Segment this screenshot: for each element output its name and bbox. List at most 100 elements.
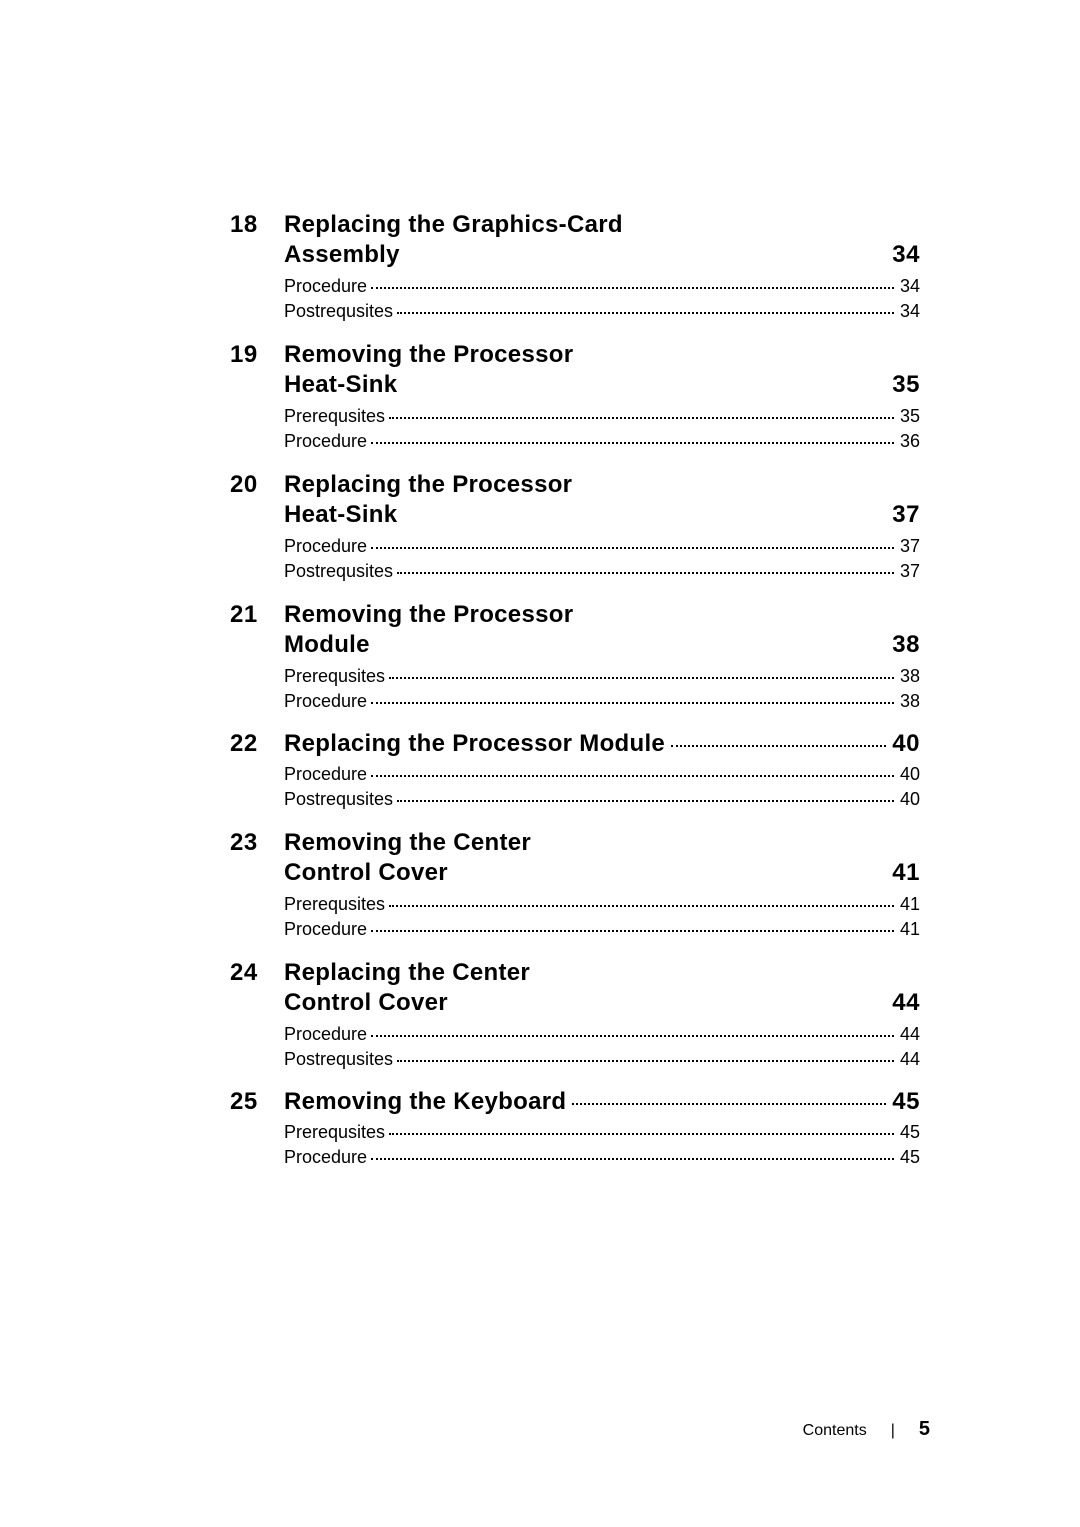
section-title-row: Replacing the Processor Module 40 [284, 730, 920, 758]
leader-dots [671, 745, 886, 747]
subentry-label: Prerequsites [284, 1122, 385, 1143]
subentry-label: Postrequsites [284, 301, 393, 322]
section-title-line: Removing the Processor [284, 340, 920, 370]
section-page: 40 [892, 730, 920, 758]
section-title-row: Heat-Sink 35 [284, 370, 920, 400]
section-number: 20 [230, 471, 284, 499]
subentry-page: 41 [900, 894, 920, 915]
footer-separator: | [891, 1422, 895, 1440]
toc-section: 19Removing the ProcessorHeat-Sink35 [230, 340, 920, 400]
subentry-label: Prerequsites [284, 666, 385, 687]
leader-dots [371, 442, 894, 444]
toc-section: 20Replacing the ProcessorHeat-Sink37 [230, 470, 920, 530]
subentry-label: Prerequsites [284, 406, 385, 427]
subentry-label: Procedure [284, 276, 367, 297]
toc-subentry: Prerequsites 38 [284, 666, 920, 687]
leader-dots [389, 1133, 894, 1135]
leader-dots [397, 1060, 894, 1062]
page-footer: Contents | 5 [803, 1418, 930, 1441]
section-body: Replacing the CenterControl Cover44 [284, 958, 920, 1018]
section-page: 34 [892, 241, 920, 269]
section-body: Replacing the ProcessorHeat-Sink37 [284, 470, 920, 530]
subentry-page: 44 [900, 1049, 920, 1070]
subentry-label: Procedure [284, 919, 367, 940]
toc-subentry: Procedure40 [284, 764, 920, 785]
subentry-page: 38 [900, 666, 920, 687]
section-title-row: Removing the Keyboard45 [284, 1088, 920, 1116]
toc-subentry: Procedure 45 [284, 1147, 920, 1168]
toc-subentry: Procedure36 [284, 431, 920, 452]
section-title-row: Control Cover44 [284, 988, 920, 1018]
toc-subentry: Prerequsites45 [284, 1122, 920, 1143]
section-body: Replacing the Processor Module 40 [284, 730, 920, 758]
section-title: Removing the Keyboard [284, 1088, 566, 1116]
leader-dots [371, 1035, 894, 1037]
subentry-page: 34 [900, 301, 920, 322]
section-title: Module [284, 630, 370, 660]
toc-subentry: Procedure 37 [284, 536, 920, 557]
section-title-row: Assembly 34 [284, 240, 920, 270]
subentry-label: Procedure [284, 1024, 367, 1045]
subentry-page: 37 [900, 536, 920, 557]
section-body: Removing the ProcessorHeat-Sink 35 [284, 340, 920, 400]
section-page: 38 [892, 631, 920, 659]
leader-dots [371, 702, 894, 704]
subentry-label: Prerequsites [284, 894, 385, 915]
subentry-label: Postrequsites [284, 1049, 393, 1070]
section-body: Removing the ProcessorModule38 [284, 600, 920, 660]
subentry-page: 36 [900, 431, 920, 452]
section-title: Control Cover [284, 858, 448, 888]
toc-section: 23Removing the CenterControl Cover 41 [230, 828, 920, 888]
toc-section: 25Removing the Keyboard45 [230, 1088, 920, 1116]
section-title-row: Heat-Sink37 [284, 500, 920, 530]
leader-dots [397, 572, 894, 574]
leader-dots [371, 930, 894, 932]
section-title-row: Control Cover 41 [284, 858, 920, 888]
toc-subentry: Prerequsites 41 [284, 894, 920, 915]
section-body: Removing the CenterControl Cover 41 [284, 828, 920, 888]
section-page: 41 [892, 859, 920, 887]
section-page: 35 [892, 371, 920, 399]
section-number: 22 [230, 730, 284, 758]
leader-dots [371, 775, 894, 777]
subentry-page: 37 [900, 561, 920, 582]
section-title-line: Removing the Center [284, 828, 920, 858]
section-title: Control Cover [284, 988, 448, 1018]
leader-dots [389, 417, 894, 419]
toc-subentry: Procedure34 [284, 276, 920, 297]
section-number: 21 [230, 601, 284, 629]
subentry-label: Procedure [284, 536, 367, 557]
section-body: Removing the Keyboard45 [284, 1088, 920, 1116]
section-number: 23 [230, 829, 284, 857]
section-title: Heat-Sink [284, 370, 397, 400]
leader-dots [397, 312, 894, 314]
toc-subentry: Postrequsites40 [284, 789, 920, 810]
toc-section: 22Replacing the Processor Module 40 [230, 730, 920, 758]
leader-dots [389, 905, 894, 907]
leader-dots [389, 677, 894, 679]
toc-subentry: Procedure 44 [284, 1024, 920, 1045]
subentry-label: Postrequsites [284, 561, 393, 582]
subentry-page: 44 [900, 1024, 920, 1045]
subentry-page: 38 [900, 691, 920, 712]
subentry-page: 35 [900, 406, 920, 427]
toc-subentry: Postrequsites 37 [284, 561, 920, 582]
leader-dots [371, 1158, 894, 1160]
toc-subentry: Postrequsites 44 [284, 1049, 920, 1070]
leader-dots [371, 547, 894, 549]
section-page: 37 [892, 501, 920, 529]
section-number: 25 [230, 1088, 284, 1116]
subentry-label: Postrequsites [284, 789, 393, 810]
section-body: Replacing the Graphics-CardAssembly 34 [284, 210, 920, 270]
toc-subentry: Prerequsites 35 [284, 406, 920, 427]
section-title-line: Replacing the Graphics-Card [284, 210, 920, 240]
toc-section: 18Replacing the Graphics-CardAssembly34 [230, 210, 920, 270]
subentry-label: Procedure [284, 691, 367, 712]
section-title-row: Module 38 [284, 630, 920, 660]
subentry-page: 45 [900, 1147, 920, 1168]
toc-subentry: Procedure41 [284, 919, 920, 940]
subentry-label: Procedure [284, 1147, 367, 1168]
section-title: Assembly [284, 240, 400, 270]
section-title: Replacing the Processor Module [284, 730, 665, 758]
leader-dots [572, 1103, 886, 1105]
